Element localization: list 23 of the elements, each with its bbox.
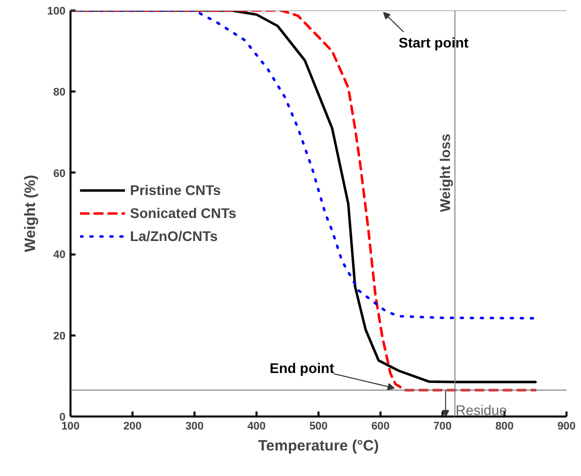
legend-label: La/ZnO/CNTs [130, 228, 218, 244]
y-tick-label: 80 [53, 86, 66, 99]
legend-label: Sonicated CNTs [130, 205, 236, 221]
x-tick-label: 300 [185, 420, 204, 432]
y-tick-label: 100 [47, 6, 66, 18]
legend-label: Pristine CNTs [130, 182, 221, 198]
x-tick-label: 200 [123, 420, 142, 432]
x-tick-label: 900 [557, 420, 576, 432]
annotation: Residue [456, 402, 508, 418]
annotation: Start point [398, 34, 469, 51]
y-tick-label: 60 [53, 168, 66, 180]
y-tick-label: 20 [53, 330, 66, 342]
annotation: End point [270, 360, 334, 376]
x-tick-label: 500 [309, 420, 328, 432]
y-tick-label: 40 [53, 249, 66, 262]
y-axis-title: Weight (%) [22, 174, 40, 252]
x-axis-title: Temperature (°C) [258, 438, 379, 454]
x-tick-label: 400 [247, 420, 266, 432]
ref-line-label: Weight loss [436, 134, 453, 212]
x-tick-label: 100 [61, 420, 80, 432]
x-tick-label: 700 [433, 420, 452, 432]
x-tick-label: 600 [371, 420, 390, 432]
x-tick-label: 800 [495, 420, 514, 432]
